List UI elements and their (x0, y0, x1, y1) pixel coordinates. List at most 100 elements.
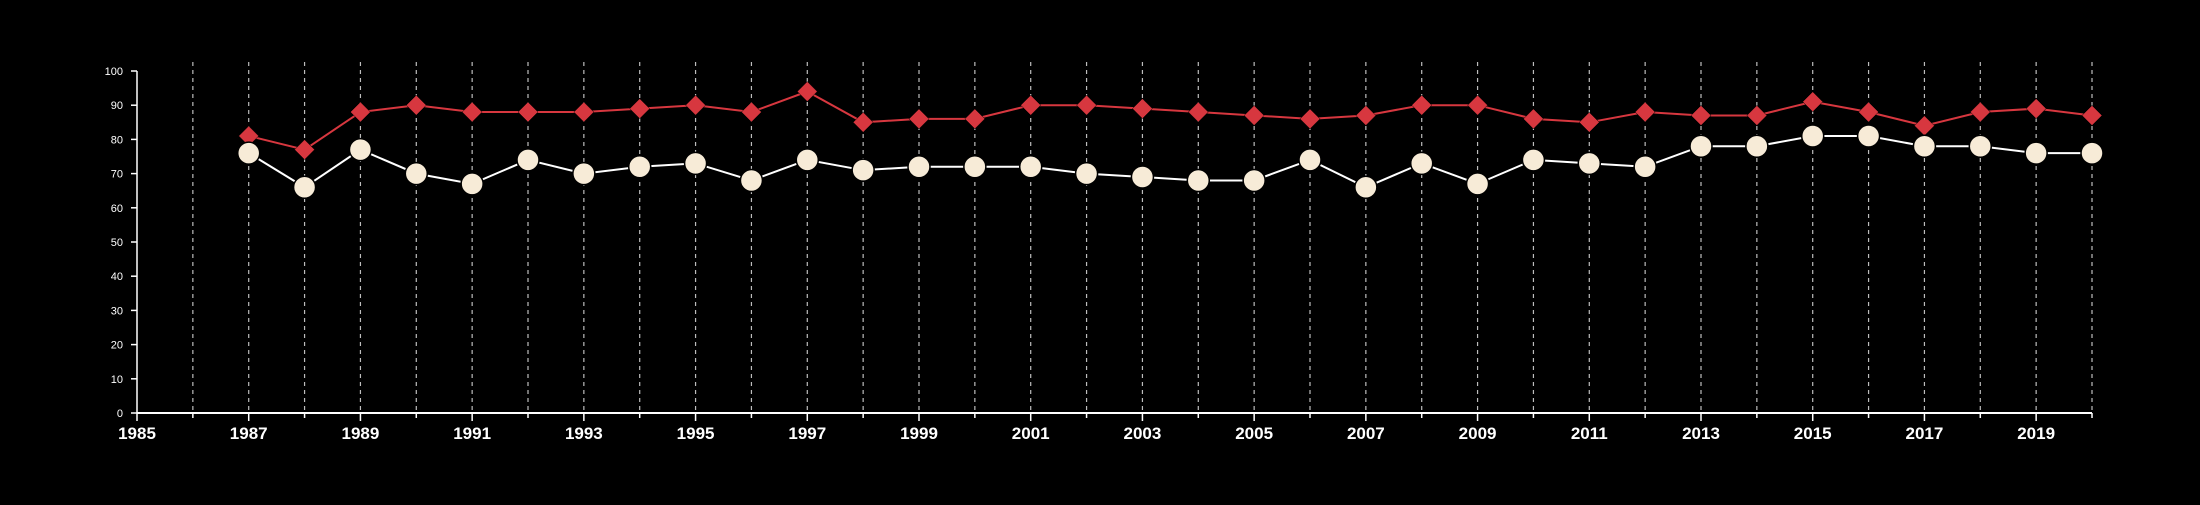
series-1-point (739, 168, 764, 193)
series-1-point (292, 175, 317, 200)
series-0-point (2081, 105, 2103, 126)
y-tick-label: 0 (117, 408, 123, 420)
y-tick-label: 50 (111, 237, 123, 249)
series-0-point (1187, 101, 1209, 123)
series-0-point (685, 94, 706, 116)
y-tick-label: 40 (111, 271, 123, 283)
series-0-point (1858, 101, 1879, 123)
series-0-point (852, 111, 874, 133)
x-tick-label: 1989 (342, 424, 380, 443)
series-1-point (1577, 151, 1602, 176)
series-1-point (851, 158, 875, 182)
x-tick-label: 1993 (565, 424, 603, 443)
series-1-point (963, 155, 987, 179)
x-tick-label: 1985 (118, 424, 156, 443)
y-tick-label: 60 (111, 203, 123, 215)
series-1-point (1521, 148, 1546, 172)
y-tick-label: 90 (111, 100, 123, 112)
series-0-point (350, 101, 371, 123)
series-1-point (2080, 141, 2104, 165)
series-0-point (2025, 98, 2047, 119)
series-0-point (1355, 105, 1377, 126)
series-1-point (1745, 134, 1769, 158)
series-0-point (1411, 94, 1433, 116)
series-1-point (236, 141, 261, 165)
y-tick-label: 20 (111, 340, 123, 352)
series-1-point (1186, 168, 1211, 193)
series-0-point (1969, 101, 1991, 123)
series-0-point (461, 101, 483, 123)
y-tick-label: 100 (105, 66, 123, 78)
series-0-point (405, 94, 427, 116)
series-1-point (683, 151, 708, 176)
x-tick-label: 2013 (1682, 424, 1720, 443)
x-tick-label: 2003 (1124, 424, 1162, 443)
series-0-line (248, 90, 2093, 151)
series-1-point (1633, 155, 1657, 179)
y-tick-label: 10 (111, 374, 123, 386)
series-0-point (964, 108, 986, 130)
series-0-point (796, 81, 818, 102)
series-1-point (907, 155, 931, 179)
y-tick-label: 80 (111, 134, 123, 146)
series-0-point (1467, 94, 1488, 116)
series-1-point (516, 148, 540, 172)
x-tick-label: 2011 (1571, 424, 1608, 443)
series-1-point (1465, 172, 1490, 196)
series-0-point (294, 139, 315, 161)
x-tick-label: 2019 (2017, 424, 2055, 443)
series-1-point (1800, 124, 1825, 148)
series-0-point (1802, 91, 1824, 113)
series-1-point (1018, 155, 1043, 179)
series-1-point (1354, 175, 1378, 200)
series-1-point (1856, 124, 1881, 148)
x-tick-label: 1999 (900, 424, 938, 443)
series-0-point (741, 101, 762, 123)
y-tick-label: 30 (111, 305, 123, 317)
series-0-point (908, 108, 930, 130)
x-tick-label: 1987 (230, 424, 268, 443)
series-1-point (795, 148, 820, 172)
series-0-point (1578, 111, 1600, 133)
x-tick-label: 1991 (453, 424, 491, 443)
x-tick-label: 2001 (1012, 424, 1050, 443)
series-0-point (1243, 105, 1265, 126)
series-0-point (1690, 105, 1712, 126)
series (236, 81, 2104, 200)
series-0-point (517, 101, 539, 123)
series-0-point (1299, 108, 1321, 130)
series-1-point (1074, 161, 1099, 186)
series-0-point (573, 101, 595, 123)
series-0-point (1020, 94, 1042, 116)
series-1-point (572, 161, 596, 186)
series-1-point (1968, 134, 1993, 158)
series-1-point (1298, 148, 1322, 172)
series-0-point (1634, 101, 1656, 123)
x-tick-label: 1997 (788, 424, 826, 443)
series-1-line (248, 134, 2092, 189)
series-0-point (629, 98, 651, 119)
series-1-point (1689, 134, 1713, 158)
axes: 0 10 20 30 40 50 60 70 80 90 100 1985 1987 1989 1991 19… (105, 66, 2093, 443)
x-tick-label: 2007 (1347, 424, 1385, 443)
series-0-point (1523, 108, 1544, 130)
series-1-point (1130, 165, 1155, 189)
series-1-point (404, 161, 429, 186)
series-1-point (1409, 151, 1434, 176)
series-0-point (1746, 105, 1768, 126)
series-1-point (627, 155, 652, 179)
series-0-point (1076, 94, 1097, 116)
x-tick-label: 2005 (1235, 424, 1273, 443)
x-tick-label: 2017 (1906, 424, 1944, 443)
series-1-point (1912, 134, 1937, 158)
x-tick-label: 1995 (677, 424, 715, 443)
series-0-point (1132, 98, 1153, 119)
series-1-point (460, 172, 484, 196)
y-tick-label: 70 (111, 169, 123, 181)
x-tick-label: 2009 (1459, 424, 1497, 443)
series-1-point (2024, 141, 2048, 165)
series-1-point (1242, 168, 1266, 193)
